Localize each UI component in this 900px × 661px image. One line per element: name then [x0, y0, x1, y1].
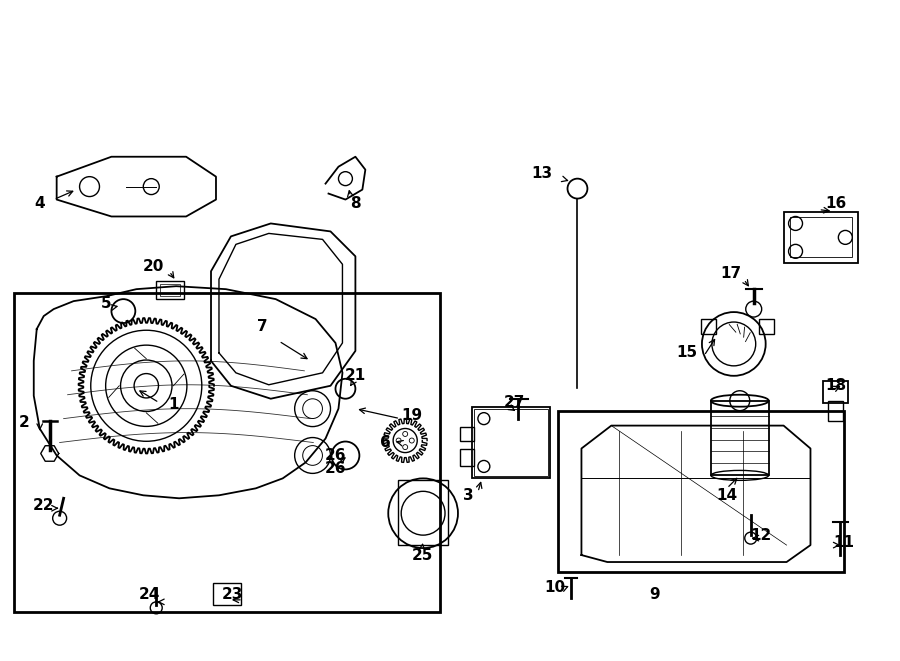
Bar	[474, 408, 547, 477]
Text: 4: 4	[34, 196, 45, 211]
Bar	[213, 583, 241, 605]
Bar	[557, 410, 844, 572]
Text: 6: 6	[380, 435, 391, 450]
Bar	[398, 481, 448, 545]
Bar	[157, 281, 184, 299]
Text: 26: 26	[325, 461, 346, 476]
Text: 19: 19	[401, 408, 423, 423]
Text: 22: 22	[33, 498, 55, 513]
Text: 12: 12	[750, 527, 771, 543]
Text: 16: 16	[825, 196, 847, 211]
Text: 24: 24	[139, 588, 160, 602]
Text: 27: 27	[504, 395, 526, 410]
Bar	[824, 381, 849, 403]
Bar	[460, 449, 474, 467]
Text: 23: 23	[222, 588, 244, 602]
Text: 25: 25	[411, 547, 433, 563]
Text: 5: 5	[101, 295, 112, 311]
Text: 15: 15	[677, 346, 698, 360]
Bar	[160, 284, 180, 296]
Text: 8: 8	[350, 196, 361, 211]
Bar	[711, 401, 769, 475]
Bar	[472, 407, 550, 479]
Text: 18: 18	[826, 378, 847, 393]
Bar	[14, 293, 440, 612]
Bar	[789, 217, 852, 257]
Bar	[784, 212, 859, 263]
Text: 11: 11	[832, 535, 854, 549]
Text: 2: 2	[18, 415, 29, 430]
Text: 17: 17	[720, 266, 742, 281]
Text: 7: 7	[257, 319, 268, 334]
Text: 10: 10	[544, 580, 565, 596]
Bar	[828, 401, 843, 420]
Text: 26: 26	[325, 448, 346, 463]
Bar	[759, 319, 774, 334]
Bar	[701, 319, 716, 334]
Bar	[460, 426, 474, 440]
Text: 1: 1	[168, 397, 178, 412]
Text: 21: 21	[345, 368, 366, 383]
Text: 3: 3	[463, 488, 473, 503]
Text: 13: 13	[531, 166, 553, 181]
Text: 9: 9	[649, 588, 660, 602]
Text: 20: 20	[142, 258, 164, 274]
Text: 14: 14	[716, 488, 737, 503]
